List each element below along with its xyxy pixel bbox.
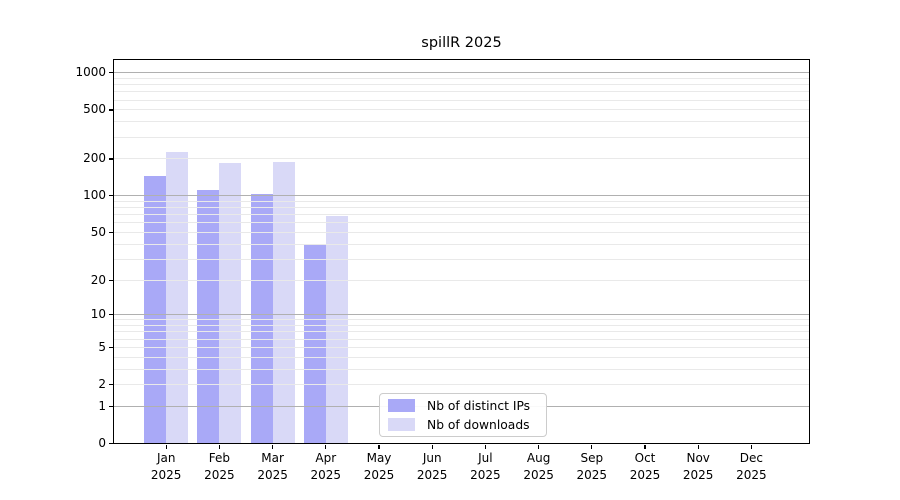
x-tick-mark: [484, 444, 486, 449]
y-tick-mark: [108, 383, 113, 386]
minor-gridline: [113, 338, 810, 340]
x-tick-label: Mar 2025: [257, 451, 288, 482]
x-tick-mark: [431, 444, 433, 449]
x-tick-label: Nov 2025: [682, 451, 714, 482]
x-tick-mark: [644, 444, 646, 449]
y-tick-label: 1000: [75, 65, 106, 80]
minor-gridline: [113, 319, 810, 321]
y-tick-mark: [108, 279, 113, 281]
legend-label-distinct-ips: Nb of distinct IPs: [427, 398, 531, 413]
x-tick-mark: [325, 444, 327, 449]
y-tick-label: 200: [83, 151, 106, 166]
x-tick-label: Jan 2025: [150, 451, 182, 482]
y-tick-label: 100: [83, 188, 106, 203]
y-tick-mark: [108, 405, 113, 407]
minor-gridline: [113, 200, 810, 202]
minor-gridline: [113, 158, 810, 160]
minor-gridline: [113, 368, 810, 370]
minor-gridline: [113, 325, 810, 327]
minor-gridline: [113, 232, 810, 234]
y-tick-mark: [108, 314, 113, 316]
minor-gridline: [113, 207, 810, 209]
y-tick-label: 5: [98, 339, 106, 354]
bar-distinct-ips-mar: [250, 194, 273, 444]
y-tick-label: 0: [98, 436, 106, 450]
y-tick-label: 50: [90, 225, 106, 240]
legend-item-distinct-ips: Nb of distinct IPs: [388, 398, 546, 414]
y-tick-mark: [108, 231, 113, 234]
x-tick-label: Oct 2025: [629, 451, 661, 482]
x-tick-label: Apr 2025: [310, 451, 342, 482]
chart-title: spillR 2025: [421, 35, 502, 51]
x-tick-label: Jun 2025: [416, 451, 448, 482]
minor-gridline: [113, 346, 810, 348]
y-tick-label: 2: [98, 377, 106, 392]
bar-distinct-ips-feb: [197, 190, 220, 444]
legend: Nb of distinct IPs Nb of downloads: [379, 393, 547, 437]
minor-gridline: [113, 258, 810, 260]
x-tick-label: May 2025: [363, 451, 395, 482]
x-tick-mark: [272, 444, 274, 449]
minor-gridline: [113, 136, 810, 138]
bar-downloads-feb: [219, 163, 242, 444]
y-tick-label: 1: [98, 398, 106, 413]
x-tick-mark: [165, 444, 167, 449]
y-tick-mark: [108, 442, 113, 445]
minor-gridline: [113, 84, 810, 86]
bar-distinct-ips-apr: [303, 244, 326, 444]
x-tick-mark: [218, 444, 220, 449]
minor-gridline: [113, 243, 810, 245]
minor-gridline: [113, 384, 810, 386]
x-tick-label: Jul 2025: [470, 451, 501, 482]
bar-downloads-apr: [325, 216, 348, 444]
minor-gridline: [113, 109, 810, 111]
minor-gridline: [113, 91, 810, 93]
x-tick-mark: [591, 444, 593, 449]
minor-gridline: [113, 99, 810, 101]
y-tick-mark: [108, 195, 113, 197]
bar-distinct-ips-jan: [144, 176, 167, 444]
y-tick-mark: [108, 109, 113, 111]
major-gridline: [113, 314, 810, 316]
x-tick-label: Sep 2025: [576, 451, 608, 482]
x-tick-mark: [538, 444, 540, 449]
legend-item-downloads: Nb of downloads: [388, 417, 546, 433]
minor-gridline: [113, 279, 810, 281]
bar-downloads-jan: [166, 151, 189, 444]
y-tick-label: 500: [83, 102, 106, 117]
minor-gridline: [113, 77, 810, 79]
minor-gridline: [113, 331, 810, 333]
y-tick-mark: [108, 346, 113, 348]
bar-downloads-mar: [272, 161, 295, 444]
minor-gridline: [113, 121, 810, 123]
x-tick-label: Aug 2025: [523, 451, 554, 482]
x-tick-label: Feb 2025: [204, 451, 235, 482]
y-tick-mark: [108, 158, 113, 160]
x-tick-mark: [697, 444, 699, 449]
y-tick-label: 20: [90, 272, 106, 287]
x-tick-mark: [750, 444, 752, 449]
legend-swatch-downloads: [388, 418, 415, 431]
legend-label-downloads: Nb of downloads: [427, 417, 530, 432]
y-tick-mark: [108, 72, 113, 74]
y-tick-label: 10: [90, 307, 106, 322]
minor-gridline: [113, 356, 810, 358]
minor-gridline: [113, 222, 810, 224]
x-tick-label: Dec 2025: [736, 451, 767, 482]
minor-gridline: [113, 214, 810, 216]
major-gridline: [113, 72, 810, 74]
major-gridline: [113, 195, 810, 197]
legend-swatch-distinct-ips: [388, 399, 415, 412]
x-tick-mark: [378, 444, 380, 449]
